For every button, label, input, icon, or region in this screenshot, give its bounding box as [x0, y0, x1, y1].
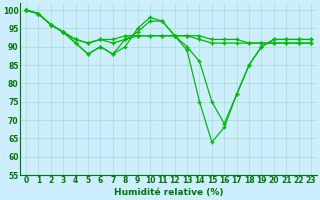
- X-axis label: Humidité relative (%): Humidité relative (%): [114, 188, 223, 197]
